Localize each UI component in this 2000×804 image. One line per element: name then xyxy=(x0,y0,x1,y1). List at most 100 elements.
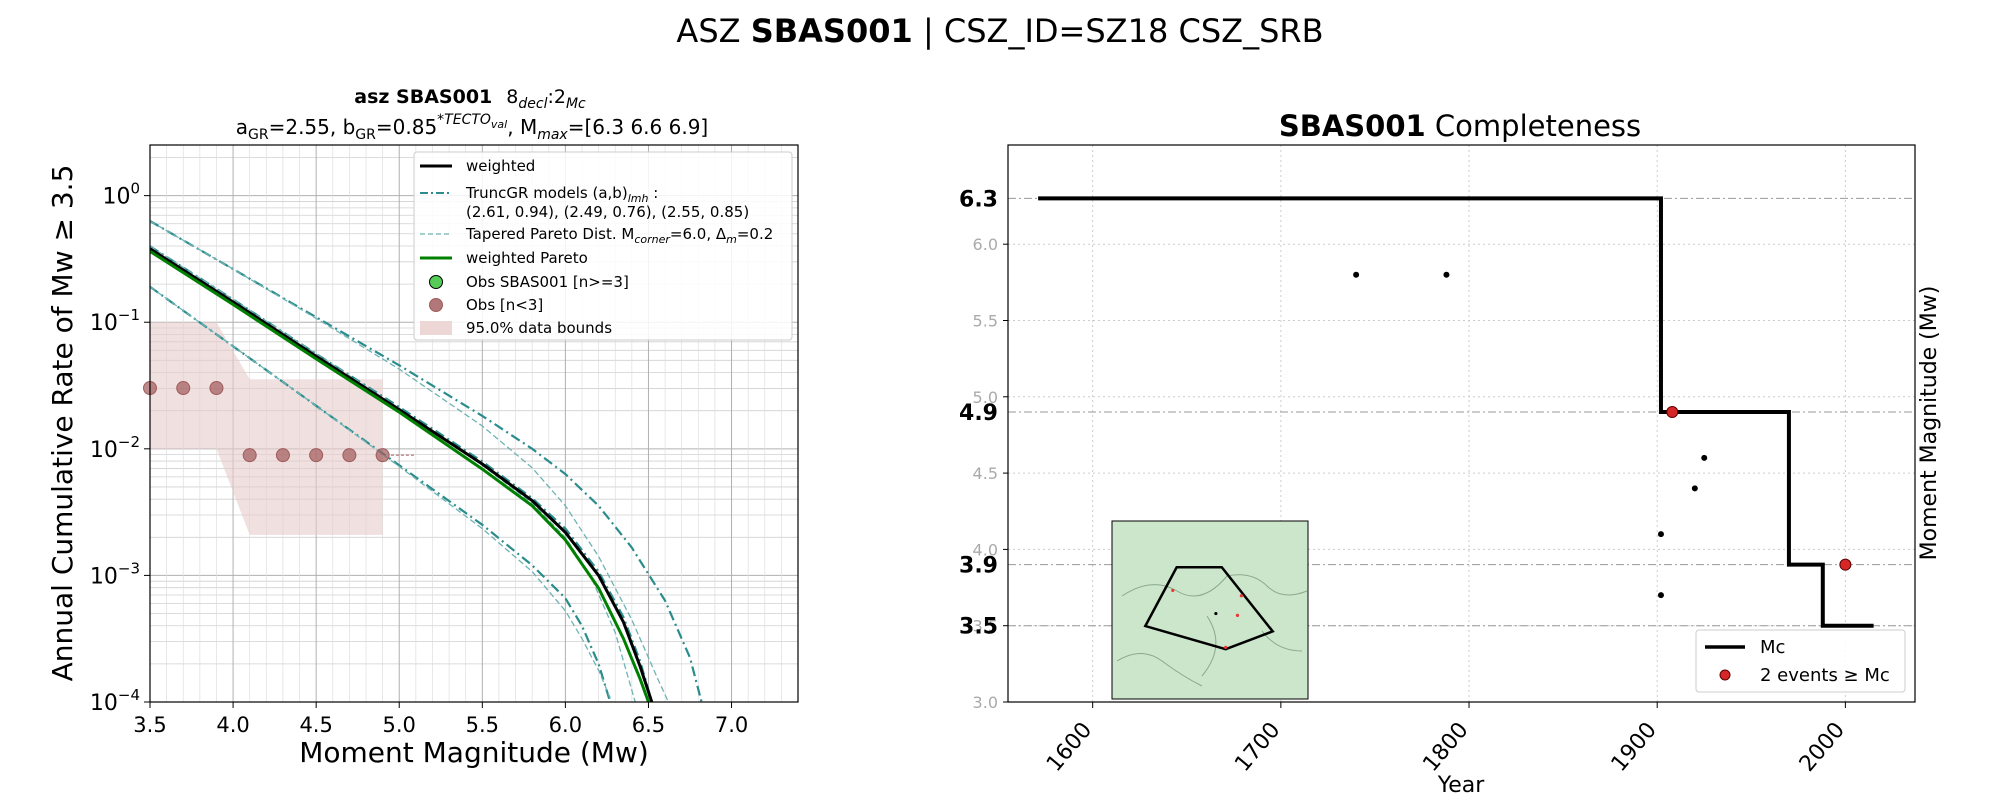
obs-point xyxy=(275,448,290,463)
event-above-mc-point xyxy=(1666,406,1679,419)
suptitle-prefix: ASZ xyxy=(676,12,750,50)
legend-label: weighted xyxy=(466,157,535,175)
inset-event-dot xyxy=(1224,645,1228,649)
right-legend: Mc 2 events ≥ Mc xyxy=(1695,629,1906,693)
obs-point xyxy=(375,448,390,463)
right-title-bold: SBAS001 xyxy=(1279,109,1426,143)
legend-symbol-obs xyxy=(429,275,443,289)
x-tick-label: 5.0 xyxy=(383,713,416,737)
right-y-mc-label: 3.5 xyxy=(959,615,998,640)
legend-box xyxy=(413,151,793,341)
legend-label: 95.0% data bounds xyxy=(466,319,612,337)
legend-label: TruncGR models (a,b)lmh : xyxy=(465,184,658,205)
series-line-weighted-Pareto xyxy=(150,250,650,702)
left-title-b-sub: GR xyxy=(355,127,376,143)
left-title-a-sub: GR xyxy=(248,127,269,143)
x-tick-label: 7.0 xyxy=(715,713,748,737)
left-axis-ticks: 3.5 4.0 4.5 5.0 5.5 6.0 6.5 7.0 100 10−1 10−2 10−3 1… xyxy=(90,180,748,737)
x-tick-label: 4.0 xyxy=(216,713,249,737)
y-tick-label: 10−2 xyxy=(90,433,140,463)
left-title-decl-sub: decl xyxy=(518,96,547,112)
y-tick-label: 10−3 xyxy=(90,559,140,589)
right-title-rest: Completeness xyxy=(1426,109,1641,143)
legend-label: Obs [n<3] xyxy=(466,296,543,314)
right-y-minor-label: 5.0 xyxy=(973,388,998,407)
y-tick-label: 10−1 xyxy=(90,306,140,336)
right-chart: SBAS001 Completeness 1600 1700 1800 1900 200… xyxy=(959,109,1942,798)
right-x-tick-label: 2000 xyxy=(1795,718,1850,777)
right-x-tick-label: 1800 xyxy=(1418,718,1473,777)
suptitle-suffix: | CSZ_ID=SZ18 CSZ_SRB xyxy=(913,12,1324,50)
right-x-tick-label: 1700 xyxy=(1230,718,1285,777)
left-title-decl: 8 xyxy=(506,86,518,108)
event-point xyxy=(1701,454,1708,461)
right-y-minor-label: 6.0 xyxy=(973,235,998,254)
inset-map-borders xyxy=(1116,574,1308,687)
inset-event-dot xyxy=(1171,588,1175,593)
y-tick-label: 10−4 xyxy=(90,686,140,716)
legend-label-line2: (2.61, 0.94), (2.49, 0.76), (2.55, 0.85) xyxy=(466,203,749,221)
right-inset-map xyxy=(1111,520,1309,700)
tapered-pareto-line xyxy=(150,286,613,702)
inset-zone-polygon xyxy=(1143,566,1275,651)
x-tick-label: 3.5 xyxy=(133,713,166,737)
x-tick-label: 5.5 xyxy=(466,713,499,737)
left-title-b-sup: *TECTO xyxy=(437,112,491,128)
data-bounds-area xyxy=(150,322,383,535)
x-tick-label: 6.0 xyxy=(549,713,582,737)
left-weighted-curves xyxy=(150,247,654,702)
legend-label: Tapered Pareto Dist. Mcorner=6.0, Δm=0.2 xyxy=(465,225,773,246)
left-chart-title-line1: asz SBAS001 8decl:2Mc xyxy=(354,86,586,112)
left-title-b-val: =0.85 xyxy=(376,115,437,139)
right-y-minor-label: 3.0 xyxy=(973,693,998,712)
left-title-b-sup-sub: val xyxy=(491,118,507,131)
x-tick-label: 4.5 xyxy=(299,713,332,737)
inset-event-dot xyxy=(1235,613,1240,617)
right-legend-label: 2 events ≥ Mc xyxy=(1760,665,1890,686)
left-chart-title-line2: aGR=2.55, bGR=0.85*TECTOval, Mmax=[6.3 6… xyxy=(236,112,708,143)
left-title-mid: :2 xyxy=(547,86,566,108)
right-legend-label: Mc xyxy=(1760,637,1785,658)
left-title-mc-sub: Mc xyxy=(566,96,586,112)
right-y-minor-label: 3.5 xyxy=(973,617,998,636)
left-model-curves xyxy=(150,220,703,702)
series-line-weighted xyxy=(150,247,654,702)
left-title-m: , M xyxy=(507,115,537,139)
right-y-minor-label: 5.5 xyxy=(973,311,998,330)
obs-point xyxy=(209,381,224,396)
right-x-axis-label: Year xyxy=(1437,773,1486,798)
event-point xyxy=(1443,271,1450,278)
suptitle-bold: SBAS001 xyxy=(751,12,913,50)
legend-label: Obs SBAS001 [n>=3] xyxy=(466,273,629,291)
right-mc-step-line xyxy=(1038,196,1874,628)
truncgr-model-line xyxy=(150,285,612,702)
right-y-mc-label: 6.3 xyxy=(959,187,998,212)
right-chart-title: SBAS001 Completeness xyxy=(1279,109,1641,143)
event-above-mc-point xyxy=(1839,558,1852,571)
legend-symbol-bounds xyxy=(420,321,452,335)
inset-event-dot xyxy=(1239,594,1243,598)
figure-suptitle: ASZ SBAS001 | CSZ_ID=SZ18 CSZ_SRB xyxy=(676,12,1323,50)
right-y-minor-label: 4.0 xyxy=(973,540,998,559)
right-events xyxy=(1353,271,1708,599)
inset-map-background xyxy=(1111,520,1309,700)
left-title-a-val: =2.55, b xyxy=(269,115,356,139)
mc-step-line xyxy=(1038,196,1874,628)
right-x-tick-label: 1600 xyxy=(1042,718,1097,777)
right-legend-symbol-events xyxy=(1719,669,1731,681)
left-x-axis-label: Moment Magnitude (Mw) xyxy=(299,736,649,769)
obs-point xyxy=(242,448,257,463)
event-point xyxy=(1691,485,1698,492)
x-tick-label: 6.5 xyxy=(632,713,665,737)
left-legend: weighted TruncGR models (a,b)lmh : (2.61,… xyxy=(413,151,793,341)
event-point xyxy=(1657,592,1664,599)
obs-point xyxy=(176,381,191,396)
right-plot-frame xyxy=(1007,144,1916,703)
left-plot-frame xyxy=(149,144,799,703)
event-point xyxy=(1353,271,1360,278)
obs-point xyxy=(309,448,324,463)
left-data-bounds-area xyxy=(150,322,383,535)
left-chart: asz SBAS001 8decl:2Mc aGR=2.55, bGR=0.85*… xyxy=(46,86,799,769)
left-y-axis-label: Annual Cumulative Rate of Mw ≥ 3.5 xyxy=(46,165,79,682)
